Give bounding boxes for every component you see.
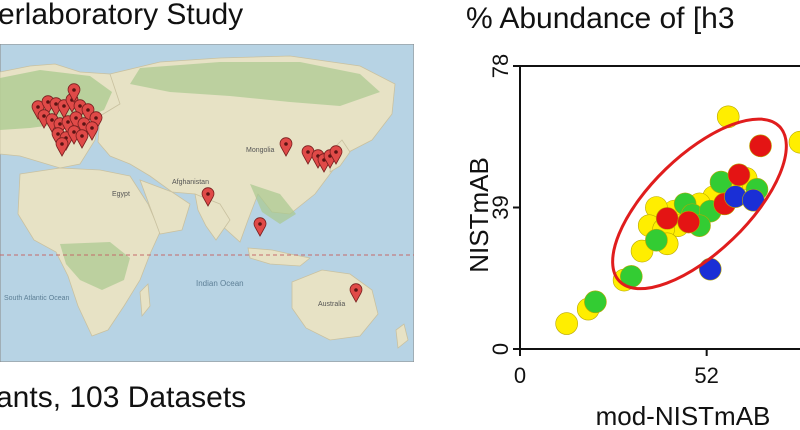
x-tick-label: 52 <box>694 363 718 388</box>
site-marker-icon <box>81 103 95 123</box>
plot-area: 0 39 78 0 52 <box>488 54 800 388</box>
map-panel-caption: ants, 103 Datasets <box>0 381 247 414</box>
map-label-indian-ocean: Indian Ocean <box>196 279 244 288</box>
data-point-red <box>677 210 701 234</box>
world-map: Mongolia Afghanistan Egypt Indian Ocean … <box>0 44 414 362</box>
site-marker-icon <box>85 121 99 141</box>
map-indonesia-landmass <box>247 247 311 267</box>
site-marker-icon <box>31 100 45 120</box>
site-marker-icon <box>349 283 363 303</box>
y-tick-label: 78 <box>488 54 513 78</box>
data-point-red <box>727 163 751 187</box>
map-madagascar-landmass <box>139 283 151 318</box>
y-axis-label: NISTmAB <box>464 157 494 273</box>
map-label-mongolia: Mongolia <box>246 147 275 154</box>
data-point-green <box>645 228 668 252</box>
site-marker-icon <box>75 129 89 149</box>
map-label-afghanistan: Afghanistan <box>172 179 209 186</box>
x-tick-label: 0 <box>514 363 526 388</box>
site-marker-icon <box>201 187 215 207</box>
y-tick-label: 39 <box>488 195 513 219</box>
data-point-red <box>655 207 679 230</box>
site-marker-icon <box>67 83 81 103</box>
map-new-zealand-landmass <box>395 323 409 349</box>
chart-title: % Abundance of [h3 <box>466 2 735 35</box>
data-point-yellow <box>555 312 578 335</box>
data-point-red <box>749 134 772 158</box>
y-tick-label: 0 <box>488 343 513 355</box>
scatter-chart: 0 39 78 0 52 NISTmAB mod-NISTmAB <box>464 54 800 430</box>
map-label-south-atlantic: South Atlantic Ocean <box>4 295 69 302</box>
map-vegetation-seasia <box>250 184 296 224</box>
confidence-ellipse <box>611 117 788 291</box>
data-point-green <box>584 290 607 314</box>
map-label-australia: Australia <box>318 301 345 308</box>
site-marker-icon <box>279 137 293 157</box>
data-point-blue <box>698 257 722 281</box>
data-point-yellow <box>788 130 800 154</box>
site-marker-icon <box>89 111 103 131</box>
site-marker-icon <box>329 145 343 165</box>
site-marker-icon <box>45 113 59 133</box>
x-axis-label: mod-NISTmAB <box>596 401 771 430</box>
map-india-landmass <box>194 193 231 241</box>
site-marker-icon <box>253 217 267 237</box>
data-point-yellow <box>716 105 740 129</box>
map-vegetation-africa <box>60 242 130 290</box>
map-arabia-landmass <box>139 179 191 235</box>
site-marker-layer <box>31 83 363 303</box>
map-label-egypt: Egypt <box>112 191 130 198</box>
site-marker-icon <box>55 137 69 157</box>
map-panel-title: erlaboratory Study <box>0 0 244 31</box>
map-vegetation-asia <box>130 62 380 106</box>
